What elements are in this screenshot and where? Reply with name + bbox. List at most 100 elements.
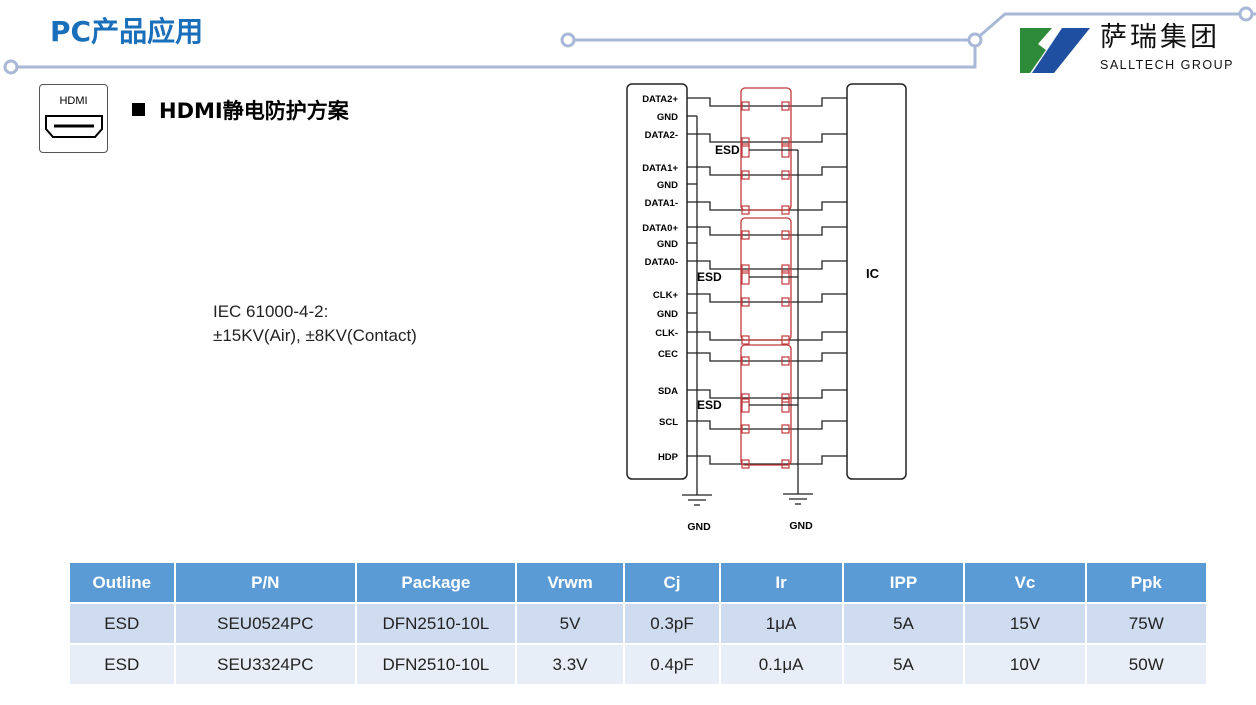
table-cell: SEU0524PC — [174, 602, 358, 644]
gnd-label: GND — [687, 521, 711, 533]
column-header: Cj — [624, 563, 721, 603]
esd-pad — [781, 137, 790, 147]
esd-label: ESD — [697, 270, 722, 284]
esd-pad — [781, 101, 790, 111]
table-cell: 5A — [842, 643, 966, 684]
section-title-text: HDMI静电防护方案 — [159, 99, 349, 123]
hdmi-esd-circuit-diagram: IC DATA2+ GND DATA2- DATA1+ GND DATA1- DATA0+ GN… — [626, 83, 907, 533]
esd-device — [740, 87, 792, 211]
ic-label: IC — [866, 266, 880, 281]
pin-label: GND — [657, 112, 678, 123]
gnd-label: GND — [789, 520, 813, 532]
column-header: P/N — [174, 563, 358, 603]
table-cell: DFN2510-10L — [356, 643, 517, 684]
ic-block — [846, 83, 907, 480]
table-cell: 3.3V — [515, 643, 626, 684]
esd-device — [740, 217, 792, 341]
esd-label: ESD — [697, 398, 722, 412]
signal-wire — [687, 133, 847, 143]
hdmi-port-icon: HDMI — [39, 84, 108, 153]
pin-label: GND — [657, 309, 678, 320]
pin-label: DATA2- — [645, 130, 678, 141]
table-cell: ESD — [70, 602, 176, 644]
pin-label: CLK+ — [653, 290, 679, 301]
column-header: Ppk — [1085, 563, 1209, 603]
table-cell: 1μA — [719, 602, 844, 644]
table-row: ESD SEU3324PC DFN2510-10L 3.3V 0.4pF 0.1μA 5A 1… — [70, 643, 1209, 684]
product-table: Outline P/N Package Vrwm Cj Ir IPP Vc Ppk ESD SEU… — [70, 563, 1209, 684]
table-cell: 0.1μA — [719, 643, 844, 684]
spec-standard: IEC 61000-4-2: — [213, 302, 329, 321]
table-cell: 5A — [842, 602, 966, 644]
esd-pad — [741, 424, 750, 434]
hdmi-icon-label: HDMI — [59, 95, 88, 107]
logo-text-en: SALLTECH GROUP — [1100, 58, 1234, 72]
signal-wire — [687, 420, 847, 430]
table-cell: DFN2510-10L — [356, 602, 517, 644]
pin-label: DATA2+ — [642, 94, 678, 105]
pin-label: SCL — [659, 417, 678, 428]
pin-label: CLK- — [655, 328, 678, 339]
table-cell: 15V — [964, 602, 1087, 644]
table-cell: 50W — [1085, 643, 1209, 684]
esd-pad — [741, 356, 750, 366]
signal-wire — [687, 331, 847, 341]
pin-label: DATA0+ — [642, 223, 678, 234]
hdmi-connector-block — [626, 83, 688, 480]
table-cell: 75W — [1085, 602, 1209, 644]
signal-wire — [687, 97, 847, 107]
pin-label: DATA1+ — [642, 163, 678, 174]
pin-label: DATA0- — [645, 257, 678, 268]
salltech-logo-icon — [1020, 28, 1090, 73]
table-cell: ESD — [70, 643, 176, 684]
esd-pad — [741, 264, 750, 274]
table-cell: 0.3pF — [624, 602, 721, 644]
header-decoration-lines — [3, 6, 1256, 75]
column-header: IPP — [842, 563, 966, 603]
spec-levels: ±15KV(Air), ±8KV(Contact) — [213, 326, 417, 345]
signal-wire — [687, 260, 847, 270]
esd-pad — [781, 230, 790, 240]
esd-gnd-pad — [741, 398, 750, 413]
esd-pad — [781, 264, 790, 274]
table-cell: 5V — [515, 602, 626, 644]
esd-pad — [781, 356, 790, 366]
logo-text-cn: 萨瑞集团 — [1100, 22, 1220, 53]
signal-wire — [687, 201, 847, 211]
section-title: HDMI静电防护方案 — [132, 97, 349, 125]
column-header: Vc — [964, 563, 1087, 603]
bullet-square-icon — [132, 103, 145, 116]
esd-pad — [781, 424, 790, 434]
column-header: Outline — [70, 563, 176, 603]
esd-pad — [741, 170, 750, 180]
esd-pad — [741, 393, 750, 403]
esd-pad — [781, 297, 790, 307]
signal-wire — [687, 293, 847, 303]
esd-pad — [741, 137, 750, 147]
signal-wire — [687, 226, 847, 236]
esd-pad — [781, 393, 790, 403]
esd-pad — [781, 170, 790, 180]
esd-pad — [741, 101, 750, 111]
pin-label: SDA — [658, 386, 678, 397]
column-header: Vrwm — [515, 563, 626, 603]
esd-spec: IEC 61000-4-2: ±15KV(Air), ±8KV(Contact) — [213, 300, 417, 348]
esd-pad — [741, 230, 750, 240]
pin-label: DATA1- — [645, 198, 678, 209]
signal-wire — [687, 389, 847, 399]
esd-label: ESD — [715, 143, 740, 157]
page-title: PC产品应用 — [50, 15, 204, 48]
signal-wire — [687, 352, 847, 362]
signal-wire — [687, 455, 847, 465]
table-cell: 10V — [964, 643, 1087, 684]
table-cell: 0.4pF — [624, 643, 721, 684]
table-row: ESD SEU0524PC DFN2510-10L 5V 0.3pF 1μA 5A 15V 75… — [70, 602, 1209, 644]
signal-wire — [687, 166, 847, 176]
pin-label: HDP — [658, 452, 679, 463]
pin-label: CEC — [658, 349, 678, 360]
table-cell: SEU3324PC — [174, 643, 358, 684]
column-header: Package — [356, 563, 517, 603]
esd-pad — [741, 297, 750, 307]
column-header: Ir — [719, 563, 844, 603]
pin-label: GND — [657, 239, 678, 250]
